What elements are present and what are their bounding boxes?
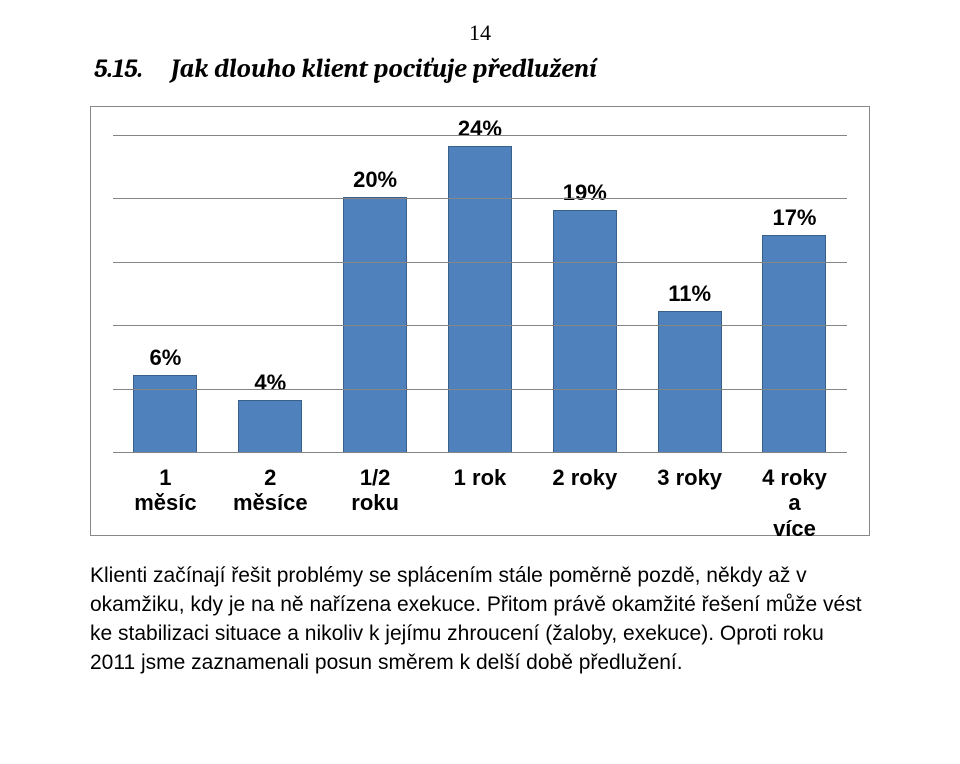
chart-xaxis-label: 2 měsíce: [230, 465, 310, 541]
chart-bar-rect: [762, 235, 826, 453]
chart-bar-rect: [133, 375, 197, 453]
chart-bar-rect: [238, 400, 302, 453]
section-number: 5.15.: [94, 54, 143, 84]
chart-xaxis: 1 měsíc 2 měsíce 1/2 roku 1 rok 2 roky 3 roky…: [113, 453, 847, 541]
chart-bar-value-label: 20%: [353, 167, 397, 193]
chart-bar-value-label: 17%: [772, 205, 816, 231]
chart-xaxis-label: 1/2 roku: [335, 465, 415, 541]
chart-bar: 4%: [230, 370, 310, 453]
chart-bar: 11%: [650, 281, 730, 453]
chart-bar-value-label: 11%: [668, 281, 711, 307]
chart-bar: 20%: [335, 167, 415, 453]
chart-bar-value-label: 24%: [458, 116, 502, 142]
chart-bar-value-label: 4%: [254, 370, 286, 396]
section-heading: 5.15. Jak dlouho klient pociťuje předluž…: [94, 54, 870, 84]
chart-xaxis-label: 1 měsíc: [125, 465, 205, 541]
chart-bar-value-label: 6%: [150, 345, 182, 371]
chart-gridline: [113, 325, 847, 326]
chart-bar: 6%: [125, 345, 205, 453]
chart-xaxis-label: 2 roky: [545, 465, 625, 541]
chart-bar-rect: [658, 311, 722, 453]
chart-gridline: [113, 262, 847, 263]
chart-bars: 6%4%20%24%19%11%17%: [113, 123, 847, 453]
chart-bar: 17%: [754, 205, 834, 453]
chart-gridline: [113, 452, 847, 453]
chart-gridline: [113, 198, 847, 199]
chart-bar-rect: [448, 146, 512, 453]
page-number: 14: [90, 20, 870, 46]
body-paragraph: Klienti začínají řešit problémy se splác…: [90, 562, 870, 678]
chart-bar: 19%: [545, 180, 625, 453]
chart-xaxis-label: 3 roky: [650, 465, 730, 541]
chart-plot-area: 6%4%20%24%19%11%17%: [113, 123, 847, 453]
chart: 6%4%20%24%19%11%17% 1 měsíc2 měsíce1/2 r…: [90, 106, 870, 536]
chart-xaxis-label: 4 roky avíce: [754, 465, 834, 541]
chart-bar-rect: [553, 210, 617, 453]
section-title: Jak dlouho klient pociťuje předlužení: [171, 54, 597, 84]
chart-gridline: [113, 135, 847, 136]
chart-bar-value-label: 19%: [563, 180, 607, 206]
chart-gridline: [113, 389, 847, 390]
chart-xaxis-label: 1 rok: [440, 465, 520, 541]
chart-bar: 24%: [440, 116, 520, 453]
